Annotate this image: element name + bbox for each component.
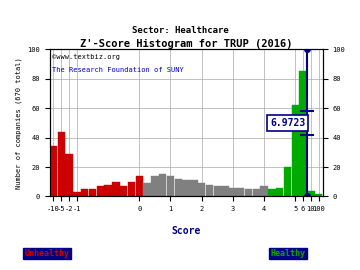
Title: Z'-Score Histogram for TRUP (2016): Z'-Score Histogram for TRUP (2016): [80, 39, 292, 49]
Bar: [50, 146, 57, 197]
Text: 6.9723: 6.9723: [270, 118, 305, 128]
Bar: [237, 188, 244, 197]
Bar: [65, 154, 73, 197]
Bar: [268, 189, 275, 197]
Bar: [128, 182, 135, 197]
Bar: [213, 186, 221, 197]
Bar: [206, 185, 213, 197]
Bar: [104, 185, 112, 197]
Text: Healthy: Healthy: [270, 249, 306, 258]
Text: Unhealthy: Unhealthy: [24, 249, 69, 258]
Bar: [229, 188, 237, 197]
Bar: [175, 179, 182, 197]
Bar: [245, 189, 252, 197]
Bar: [276, 188, 283, 197]
Bar: [260, 186, 268, 197]
Text: The Research Foundation of SUNY: The Research Foundation of SUNY: [52, 67, 184, 73]
Bar: [58, 132, 65, 197]
Bar: [299, 71, 307, 197]
Bar: [81, 189, 88, 197]
Bar: [135, 176, 143, 197]
Bar: [96, 186, 104, 197]
Bar: [292, 105, 299, 197]
Bar: [252, 189, 260, 197]
Bar: [190, 180, 198, 197]
Bar: [120, 186, 127, 197]
Bar: [143, 183, 151, 197]
Bar: [151, 176, 158, 197]
Bar: [315, 194, 322, 197]
Bar: [159, 174, 166, 197]
Text: Sector: Healthcare: Sector: Healthcare: [132, 26, 228, 35]
Bar: [112, 182, 120, 197]
Bar: [182, 180, 190, 197]
Bar: [307, 191, 315, 197]
Bar: [167, 176, 174, 197]
Bar: [198, 183, 205, 197]
Bar: [221, 186, 229, 197]
Y-axis label: Number of companies (670 total): Number of companies (670 total): [15, 57, 22, 189]
X-axis label: Score: Score: [171, 226, 201, 236]
Bar: [89, 189, 96, 197]
Text: ©www.textbiz.org: ©www.textbiz.org: [52, 54, 120, 60]
Bar: [73, 192, 81, 197]
Bar: [284, 167, 291, 197]
